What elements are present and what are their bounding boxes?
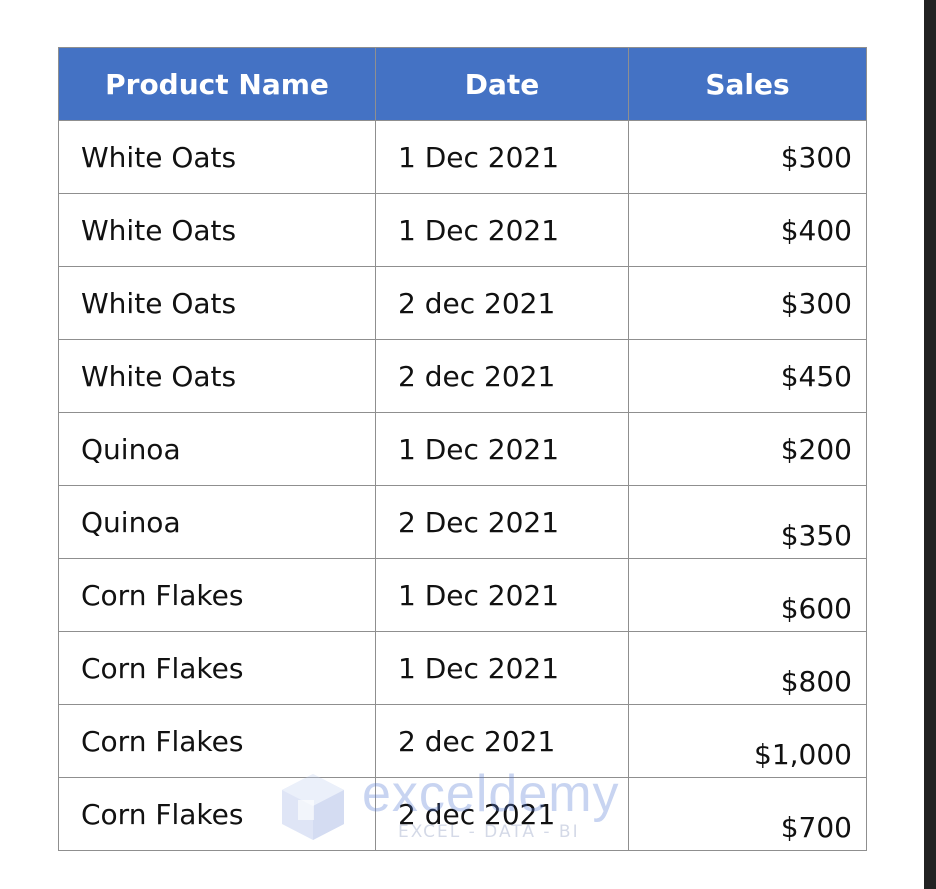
table-row: White Oats 2 dec 2021 $300 (58, 266, 867, 340)
table-row: White Oats 1 Dec 2021 $300 (58, 120, 867, 194)
header-row: Product Name Date Sales (58, 47, 867, 121)
cell-date[interactable]: 1 Dec 2021 (375, 558, 629, 632)
cell-date[interactable]: 1 Dec 2021 (375, 193, 629, 267)
table-row: White Oats 2 dec 2021 $450 (58, 339, 867, 413)
cell-product-name[interactable]: Quinoa (58, 412, 376, 486)
cell-date[interactable]: 2 dec 2021 (375, 266, 629, 340)
header-sales[interactable]: Sales (628, 47, 867, 121)
cell-sales[interactable]: $700 (628, 777, 867, 851)
cell-sales[interactable]: $1,000 (628, 704, 867, 778)
cell-product-name[interactable]: White Oats (58, 120, 376, 194)
header-date[interactable]: Date (375, 47, 629, 121)
cell-sales[interactable]: $300 (628, 120, 867, 194)
cell-date[interactable]: 2 dec 2021 (375, 704, 629, 778)
cell-sales[interactable]: $200 (628, 412, 867, 486)
cell-sales[interactable]: $600 (628, 558, 867, 632)
table-row: Corn Flakes 2 dec 2021 $700 (58, 777, 867, 851)
table-row: Quinoa 1 Dec 2021 $200 (58, 412, 867, 486)
cell-date[interactable]: 1 Dec 2021 (375, 631, 629, 705)
cell-product-name[interactable]: White Oats (58, 193, 376, 267)
cell-product-name[interactable]: White Oats (58, 339, 376, 413)
cell-sales[interactable]: $350 (628, 485, 867, 559)
cell-product-name[interactable]: White Oats (58, 266, 376, 340)
cell-product-name[interactable]: Corn Flakes (58, 704, 376, 778)
cell-product-name[interactable]: Corn Flakes (58, 777, 376, 851)
sales-table: Product Name Date Sales White Oats 1 Dec… (58, 47, 867, 851)
window-right-edge (924, 0, 936, 889)
table-row: Quinoa 2 Dec 2021 $350 (58, 485, 867, 559)
cell-date[interactable]: 2 dec 2021 (375, 777, 629, 851)
table-row: Corn Flakes 1 Dec 2021 $800 (58, 631, 867, 705)
table-row: Corn Flakes 2 dec 2021 $1,000 (58, 704, 867, 778)
cell-sales[interactable]: $450 (628, 339, 867, 413)
cell-product-name[interactable]: Corn Flakes (58, 631, 376, 705)
cell-date[interactable]: 1 Dec 2021 (375, 120, 629, 194)
cell-product-name[interactable]: Corn Flakes (58, 558, 376, 632)
cell-sales[interactable]: $400 (628, 193, 867, 267)
cell-date[interactable]: 2 Dec 2021 (375, 485, 629, 559)
cell-date[interactable]: 1 Dec 2021 (375, 412, 629, 486)
cell-date[interactable]: 2 dec 2021 (375, 339, 629, 413)
cell-sales[interactable]: $300 (628, 266, 867, 340)
table-row: Corn Flakes 1 Dec 2021 $600 (58, 558, 867, 632)
header-product-name[interactable]: Product Name (58, 47, 376, 121)
cell-sales[interactable]: $800 (628, 631, 867, 705)
table-row: White Oats 1 Dec 2021 $400 (58, 193, 867, 267)
cell-product-name[interactable]: Quinoa (58, 485, 376, 559)
